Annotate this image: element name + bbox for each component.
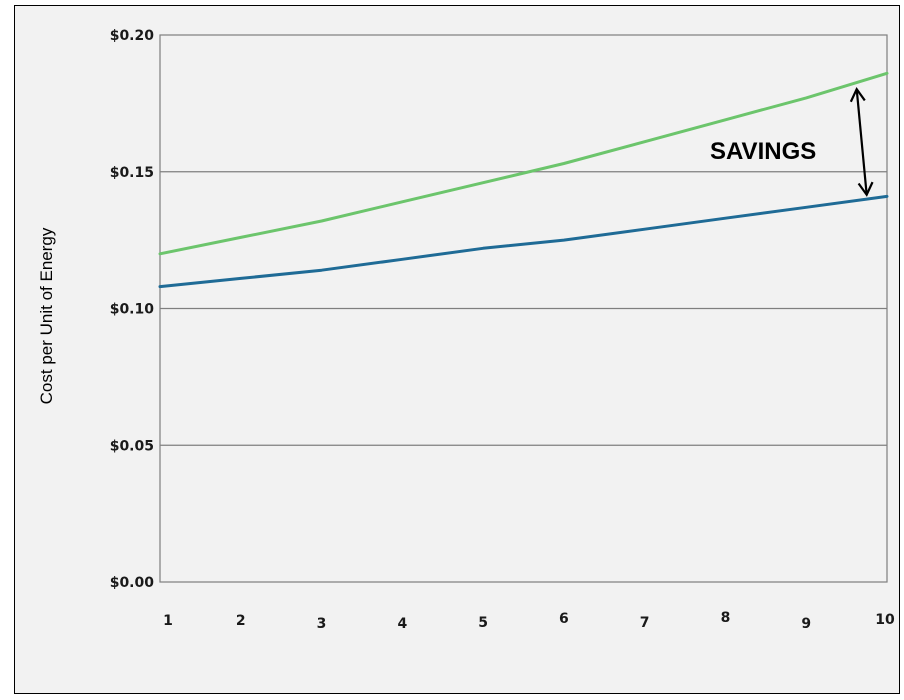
series-line-2 (158, 194, 889, 289)
x-tick-label: 2 (236, 613, 246, 629)
y-tick-label: $0.10 (110, 302, 155, 318)
x-tick-label: 6 (559, 611, 569, 627)
y-tick-label: $0.00 (110, 575, 155, 591)
series-lines (158, 71, 889, 289)
x-tick-label: 8 (721, 610, 731, 626)
y-tick-label: $0.05 (110, 438, 154, 454)
savings-arrow (849, 86, 874, 197)
series-line-1 (158, 71, 889, 256)
arrowhead-bottom (857, 181, 874, 197)
x-tick-label: 5 (478, 615, 488, 631)
x-tick-label: 10 (875, 612, 895, 628)
y-tick-label: $0.20 (110, 28, 155, 44)
x-tick-label: 4 (397, 616, 407, 632)
x-tick-label: 3 (317, 616, 327, 632)
arrowhead-top (849, 86, 866, 103)
savings-annotation: SAVINGS (710, 138, 816, 165)
y-tick-label: $0.15 (110, 165, 154, 181)
x-tick-label: 1 (163, 613, 173, 629)
x-tick-label: 7 (640, 615, 650, 631)
x-tick-label: 9 (801, 616, 811, 632)
arrow-shaft (855, 89, 868, 195)
y-axis-label: Cost per Unit of Energy (37, 227, 56, 404)
y-axis-tick-labels: $0.00 $0.05 $0.10 $0.15 $0.20 (110, 28, 155, 591)
x-axis-tick-labels: 1 2 3 4 5 6 7 8 9 10 (163, 610, 895, 632)
